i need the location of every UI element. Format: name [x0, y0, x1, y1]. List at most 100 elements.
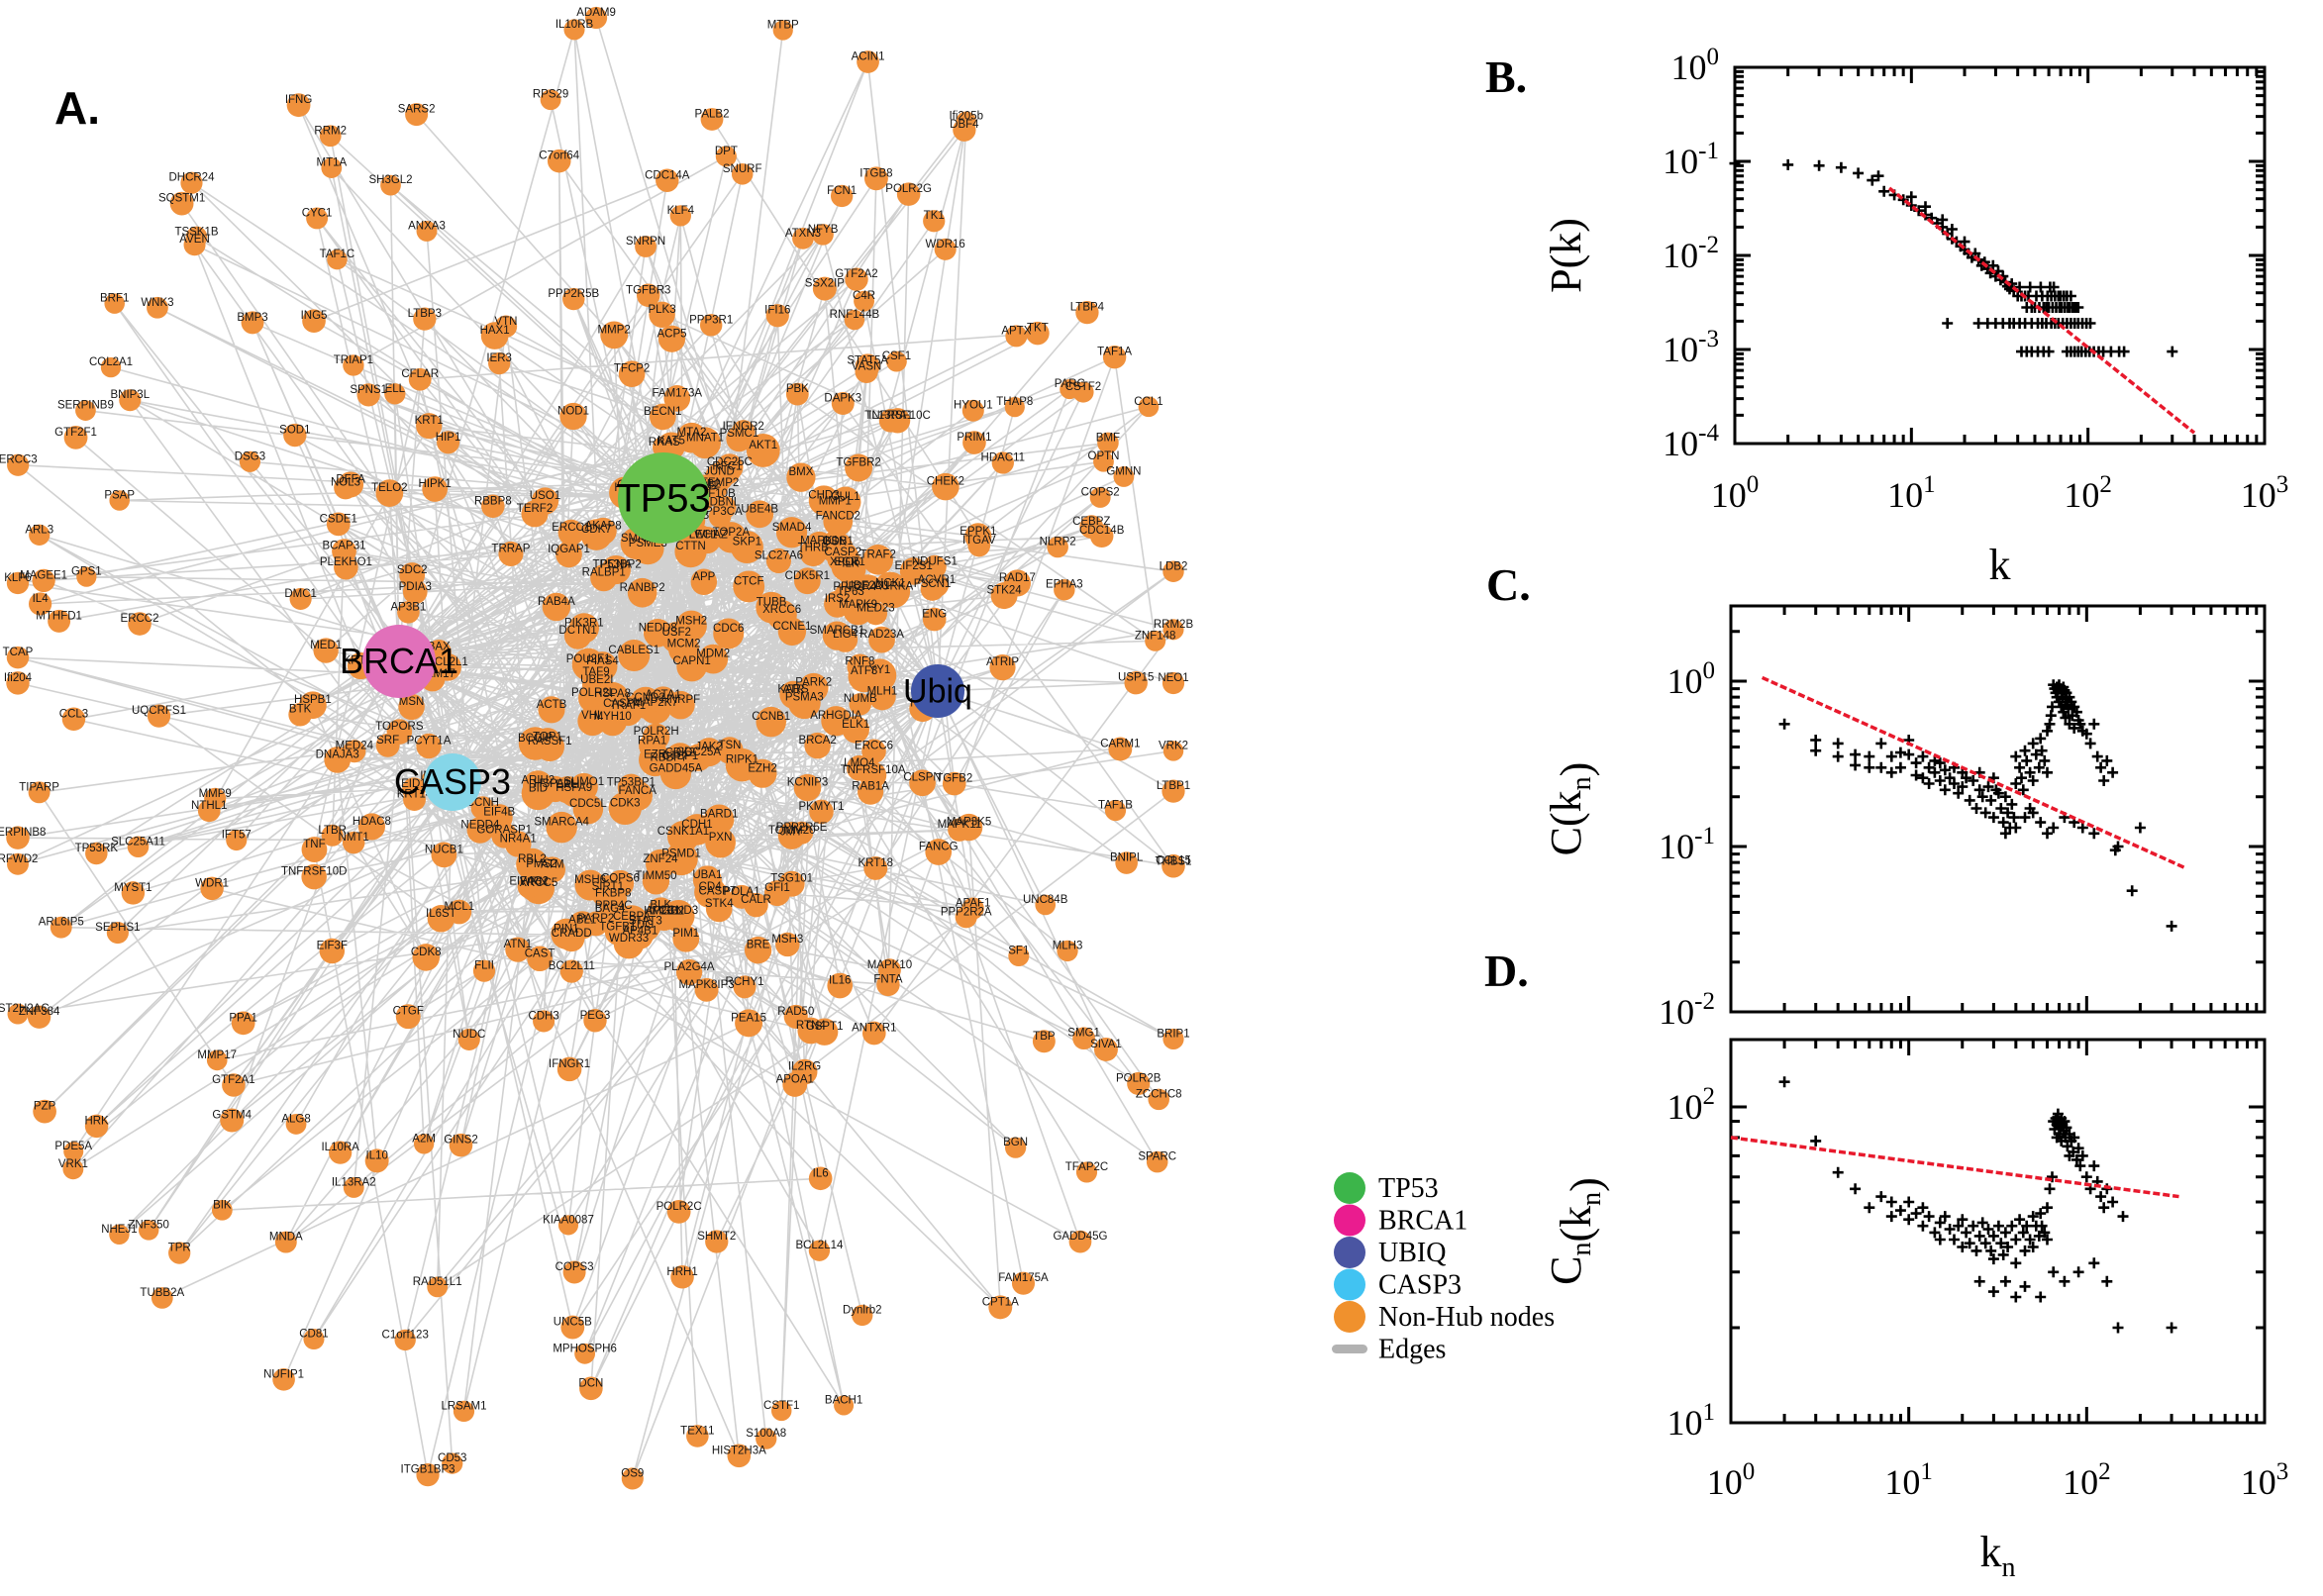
- network-node-label: RFC1: [712, 460, 742, 472]
- network-node-label: CDK8: [411, 947, 442, 958]
- network-node-label: UBE4B: [741, 503, 778, 515]
- network-node-label: CARM1: [1100, 738, 1140, 749]
- network-node-label: PPP2R5E: [776, 822, 828, 834]
- network-node-label: PALB2: [695, 108, 730, 120]
- network-node-label: PLK3: [648, 304, 675, 316]
- network-node-label: PZP: [34, 1101, 56, 1113]
- network-node-label: ENG: [922, 609, 947, 621]
- network-node: [562, 1260, 586, 1284]
- network-node-label: PCYT1A: [407, 735, 452, 747]
- network-node-label: MAPK9: [839, 599, 877, 611]
- network-node: [1145, 630, 1166, 651]
- network-node: [437, 431, 460, 454]
- network-node: [1032, 1030, 1056, 1053]
- network-node-label: ADAM9: [576, 7, 616, 19]
- network-node-label: TOP2A: [713, 527, 751, 539]
- network-node-label: EZH2: [748, 762, 776, 774]
- network-node-label: IL10RB: [556, 19, 594, 31]
- network-node-label: UBA1: [692, 869, 722, 881]
- network-node: [1127, 1071, 1151, 1095]
- network-node: [844, 309, 865, 331]
- network-node: [666, 1200, 691, 1224]
- network-node-label: RRM2: [314, 125, 347, 137]
- network-node-label: MYH10: [593, 711, 631, 723]
- network-node-label: PDIA3: [399, 581, 432, 593]
- network-node-label: HIPK1: [419, 478, 452, 490]
- network-node: [744, 937, 772, 964]
- network-node-label: TNFRSF10C: [864, 410, 930, 422]
- network-node: [50, 916, 72, 939]
- network-node: [104, 293, 125, 314]
- network-node-label: PARP2: [577, 913, 614, 925]
- network-node-label: DMC1: [284, 588, 317, 600]
- network-node-label: GTF2F1: [54, 427, 97, 439]
- network-node: [636, 283, 660, 308]
- network-node-label: AKT1: [749, 440, 777, 451]
- network-node-label: SUMO1: [563, 776, 604, 788]
- network-node-label: KRT18: [858, 857, 893, 869]
- network-node-label: RAB1A: [852, 781, 889, 793]
- network-node-label: RBL2: [518, 853, 547, 865]
- network-node-label: HIST2H2AC: [0, 1003, 50, 1015]
- fit-line: [1730, 1136, 2179, 1199]
- plot-ticks: [1729, 606, 2267, 1014]
- tick-label: 100: [1707, 1458, 1756, 1502]
- network-node: [466, 817, 494, 844]
- network-node-label: SPARC: [1138, 1151, 1176, 1163]
- network-node-label: HSPA9: [556, 782, 592, 794]
- network-node: [786, 462, 816, 492]
- network-node-label: AURKA: [874, 580, 914, 592]
- network-node-label: ALG8: [281, 1113, 310, 1125]
- network-node: [1093, 450, 1114, 472]
- network-node: [785, 382, 809, 406]
- network-node: [324, 747, 352, 773]
- network-node: [580, 519, 613, 550]
- network-node-label: TFCP2: [614, 363, 650, 375]
- network-node-label: TPR: [168, 1243, 191, 1254]
- network-node-label: POLR2L: [571, 687, 616, 699]
- network-node-label: POLA1: [724, 886, 760, 898]
- network-node-label: KARS: [777, 683, 809, 695]
- network-node-label: ANXA3: [408, 220, 446, 232]
- network-node: [690, 568, 718, 596]
- network-node-label: GMNN: [1106, 465, 1141, 477]
- tick-label: 10-1: [1663, 138, 1719, 181]
- legend-label: Non-Hub nodes: [1378, 1302, 1555, 1333]
- network-node: [61, 707, 86, 732]
- network-node: [457, 1028, 480, 1051]
- network-node-label: MSN: [399, 696, 425, 708]
- network-node: [584, 6, 608, 30]
- network-node: [868, 682, 896, 711]
- network-node-label: ELK1: [842, 719, 869, 731]
- network-node: [771, 1400, 792, 1422]
- network-node: [557, 1215, 579, 1236]
- network-node: [283, 423, 307, 448]
- network-node: [559, 959, 583, 983]
- network-node-label: ARL6IP5: [39, 917, 84, 929]
- network-node: [1124, 670, 1148, 695]
- network-node: [416, 1462, 440, 1487]
- hub-node-brca1: [362, 625, 436, 698]
- network-node: [151, 1287, 173, 1309]
- network-node: [121, 881, 146, 905]
- network-node: [1072, 1027, 1095, 1050]
- network-node-label: TEX11: [680, 1425, 714, 1437]
- network-node: [705, 827, 736, 858]
- network-node-label: COL2A1: [89, 356, 133, 368]
- network-node: [274, 1231, 297, 1253]
- network-node-label: CTCF: [734, 575, 764, 587]
- network-node-label: NTHL1: [191, 800, 227, 812]
- panel-a-label: A.: [54, 82, 100, 134]
- network-node: [6, 646, 30, 669]
- network-node-label: TKT: [1027, 323, 1049, 335]
- network-node: [319, 125, 342, 148]
- network-node: [1005, 325, 1028, 348]
- network-node-label: NR4A1: [500, 834, 537, 846]
- network-node: [405, 103, 429, 127]
- network-node-label: ITGAV: [962, 535, 996, 547]
- network-node-label: MLH1: [867, 686, 898, 698]
- network-node: [342, 831, 365, 854]
- network-node-label: IL6ST: [426, 908, 456, 920]
- network-node: [942, 771, 966, 796]
- network-node: [226, 829, 248, 851]
